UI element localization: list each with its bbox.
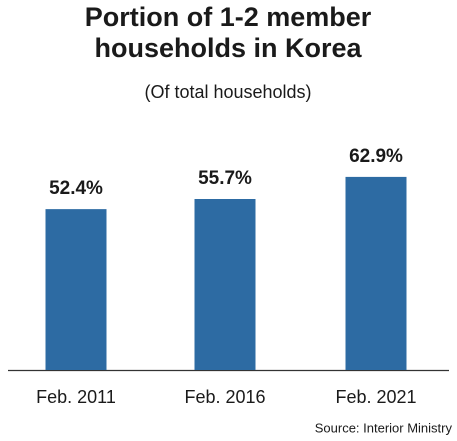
value-label: 55.7% bbox=[198, 168, 252, 189]
x-tick-label: Feb. 2021 bbox=[335, 387, 416, 407]
bar bbox=[45, 209, 107, 370]
bar bbox=[194, 199, 256, 370]
value-label: 62.9% bbox=[349, 146, 403, 167]
source-note: Source: Interior Ministry bbox=[315, 420, 453, 435]
chart-title: Portion of 1-2 member bbox=[85, 2, 372, 32]
value-label: 52.4% bbox=[49, 178, 103, 199]
chart-subtitle: (Of total households) bbox=[144, 82, 311, 102]
x-tick-label: Feb. 2011 bbox=[36, 387, 116, 407]
bar bbox=[345, 176, 407, 370]
x-tick-label: Feb. 2016 bbox=[184, 387, 265, 407]
chart-title: households in Korea bbox=[94, 33, 362, 63]
